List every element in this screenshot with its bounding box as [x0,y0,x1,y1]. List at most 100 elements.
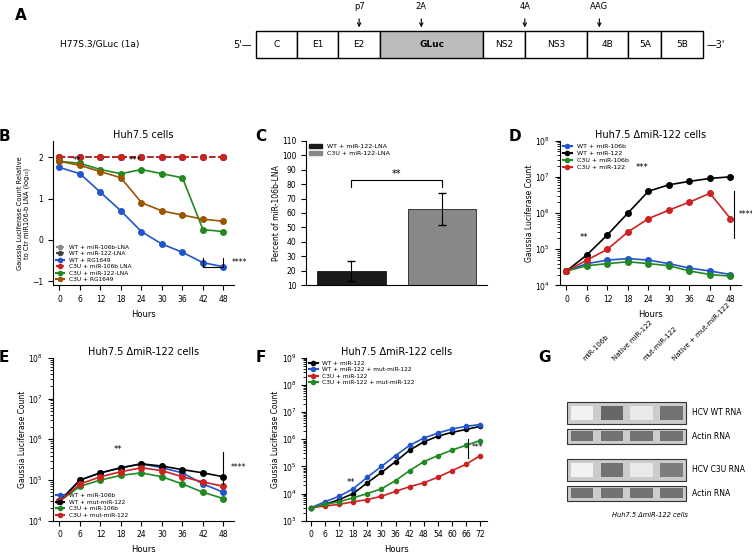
WT + miR-106b-LNA [96,154,105,161]
WT + miR-122 [623,209,632,216]
C3U + miR-106b LNA [157,154,166,161]
WT + miR-122 + mut-miR-122 [306,505,315,511]
Text: 4B: 4B [602,40,614,49]
WT + miR-122 + mut-miR-122 [335,493,344,500]
Text: AAG: AAG [590,2,608,11]
WT + miR-122 + mut-miR-122 [377,463,386,470]
C3U + miR-122 [419,479,428,486]
WT + miR-106b [117,464,126,471]
WT + miR-122 [685,178,694,184]
WT + mut-miR-122 [178,466,187,473]
Text: F: F [256,350,265,365]
WT + miR-122-LNA [96,154,105,161]
Bar [525,31,587,58]
Text: ***: *** [472,443,484,452]
C3U + miR-106b [665,263,674,269]
Line: C3U + miR-122: C3U + miR-122 [309,454,482,510]
Text: HCV WT RNA: HCV WT RNA [692,408,741,417]
C3U + mut-miR-122 [137,464,146,471]
C3U + miR-122 [583,257,592,263]
C3U + miR-122-LNA [199,226,208,233]
Bar [567,459,687,481]
Line: WT + miR-106b: WT + miR-106b [56,461,226,504]
Line: C3U + RG1649: C3U + RG1649 [56,158,226,224]
WT + mut-miR-122 [117,464,126,471]
WT + miR-106b [562,268,571,274]
WT + miR-106b [644,257,653,263]
C3U + miR-122 + mut-miR-122 [462,442,471,449]
Bar [380,31,484,58]
Text: 4A: 4A [520,2,530,11]
Text: A: A [15,8,26,23]
Y-axis label: Gaussia Luciferase Count: Gaussia Luciferase Count [525,165,534,261]
WT + miR-122 + mut-miR-122 [349,485,358,492]
C3U + mut-miR-122 [55,498,64,505]
Bar [484,31,525,58]
WT + miR-122 [665,182,674,188]
Text: **: ** [347,479,355,488]
C3U + miR-106b LNA [75,154,84,161]
C3U + miR-106b LNA [96,154,105,161]
C3U + miR-122 + mut-miR-122 [391,478,400,484]
WT + miR-122 [377,469,386,476]
Bar [629,31,662,58]
C3U + mut-miR-122 [219,483,228,490]
C3U + miR-122 [644,216,653,222]
Line: WT + miR-122 + mut-miR-122: WT + miR-122 + mut-miR-122 [309,423,482,510]
WT + miR-106b [583,260,592,267]
C3U + miR-122 + mut-miR-122 [377,485,386,492]
WT + miR-106b [623,255,632,262]
Bar [660,489,683,499]
Line: WT + miR-122-LNA: WT + miR-122-LNA [56,155,226,160]
C3U + miR-106b [705,271,714,278]
C3U + miR-106b LNA [117,154,126,161]
C3U + miR-122 [705,190,714,197]
WT + miR-122-LNA [199,154,208,161]
WT + miR-122 + mut-miR-122 [405,442,414,449]
WT + mut-miR-122 [137,460,146,467]
C3U + mut-miR-122 [178,474,187,480]
Bar [587,31,629,58]
Bar [601,432,623,442]
C3U + miR-122 [623,229,632,235]
WT + miR-106b [199,481,208,488]
Bar [630,489,653,499]
WT + miR-122 [433,433,442,439]
Text: GLuc: GLuc [419,40,444,49]
Text: H77S.3/GLuc (1a): H77S.3/GLuc (1a) [59,40,139,49]
C3U + miR-106b [75,483,84,490]
Text: p7: p7 [353,2,365,11]
C3U + miR-122 + mut-miR-122 [447,447,456,453]
WT + miR-122 [335,496,344,503]
Line: C3U + miR-122: C3U + miR-122 [564,191,733,274]
Text: **: ** [392,169,402,179]
C3U + miR-122 [433,474,442,480]
Text: ***: *** [129,156,141,165]
C3U + RG1649 [157,208,166,214]
WT + miR-122 [391,458,400,465]
Text: ****: **** [230,463,246,472]
C3U + miR-122 [462,461,471,468]
Title: Huh7.5 ΔmiR-122 cells: Huh7.5 ΔmiR-122 cells [595,130,705,140]
C3U + miR-106b [219,495,228,502]
WT + miR-122 [447,429,456,435]
Text: C: C [273,40,280,49]
C3U + miR-122 + mut-miR-122 [349,495,358,501]
Y-axis label: Gaussia Luciferase Count: Gaussia Luciferase Count [17,391,26,488]
C3U + miR-122-LNA [219,228,228,235]
Line: C3U + miR-122-LNA: C3U + miR-122-LNA [56,158,226,234]
Text: B: B [0,129,10,144]
C3U + miR-106b [685,268,694,274]
WT + miR-106b [137,460,146,467]
Line: WT + miR-106b: WT + miR-106b [564,256,733,278]
C3U + miR-122 + mut-miR-122 [335,499,344,505]
WT + miR-106b-LNA [157,154,166,161]
X-axis label: Hours: Hours [638,310,663,319]
C3U + miR-122 + mut-miR-122 [306,505,315,511]
Text: E1: E1 [312,40,323,49]
C3U + miR-122 [320,502,329,509]
C3U + miR-122 + mut-miR-122 [362,490,371,497]
Bar [567,486,687,501]
WT + mut-miR-122 [199,470,208,476]
Text: C: C [256,129,266,144]
